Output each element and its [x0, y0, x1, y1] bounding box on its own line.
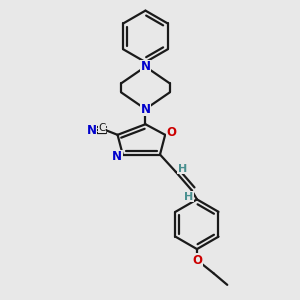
Text: O: O	[192, 254, 202, 266]
Text: H: H	[184, 192, 193, 202]
Text: N: N	[86, 124, 97, 137]
Text: N: N	[112, 151, 122, 164]
Text: N: N	[140, 60, 151, 73]
Text: C: C	[98, 123, 106, 133]
Text: H: H	[178, 164, 187, 174]
Text: N: N	[140, 103, 151, 116]
Text: O: O	[167, 126, 177, 139]
